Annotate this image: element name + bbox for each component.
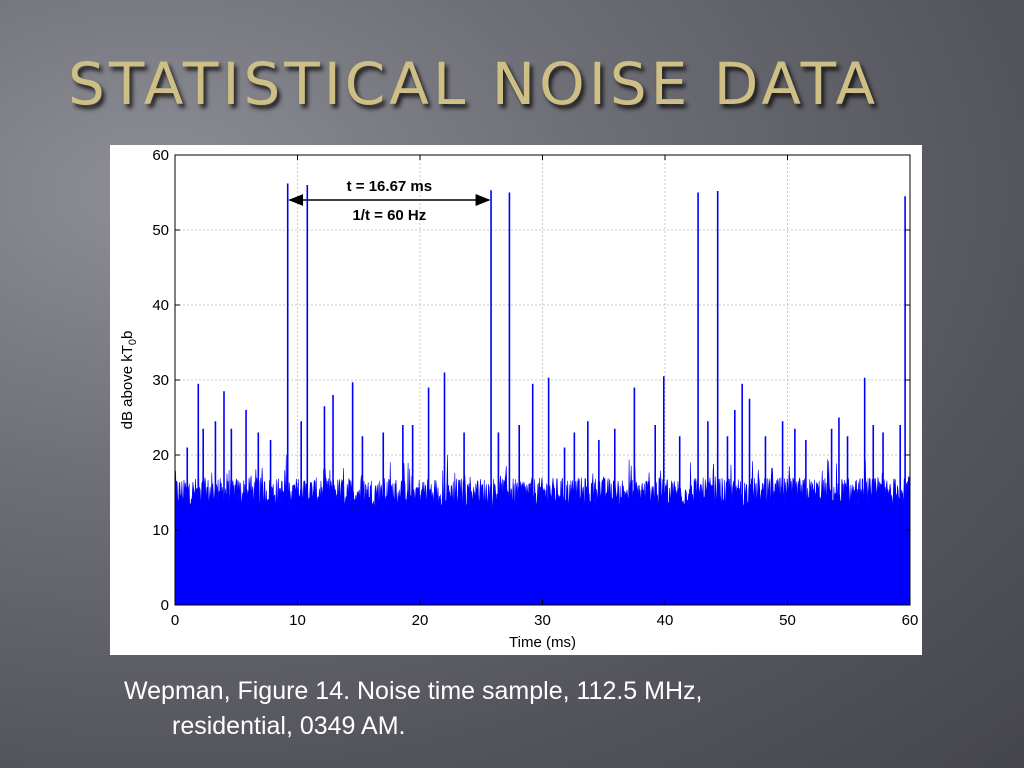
y-tick-label: 40 — [152, 297, 169, 314]
y-tick-label: 20 — [152, 447, 169, 464]
series-layer — [174, 183, 911, 606]
y-axis-label: dB above kT0b — [119, 331, 139, 430]
y-axis-label-subscript: 0 — [127, 339, 139, 345]
caption-line-2: residential, 0349 AM. — [172, 712, 406, 740]
y-tick-label: 60 — [152, 147, 169, 164]
figure-caption: Wepman, Figure 14. Noise time sample, 11… — [124, 674, 984, 744]
noise-chart: 0 10 20 30 40 50 60 0 10 20 30 40 50 60 t = 16.67 ms … — [110, 145, 922, 655]
y-tick-label: 50 — [152, 222, 169, 239]
y-tick-label: 10 — [152, 522, 169, 539]
x-tick-label: 50 — [779, 612, 796, 629]
x-tick-label: 10 — [289, 612, 306, 629]
y-axis-label-main: dB above kT — [119, 345, 136, 429]
x-tick-label: 30 — [534, 612, 551, 629]
slide-title: STATISTICAL NOISE DATA — [68, 50, 880, 118]
x-tick-label: 60 — [902, 612, 919, 629]
y-tick-label: 30 — [152, 372, 169, 389]
y-axis-label-tail: b — [119, 331, 136, 339]
y-tick-label: 0 — [161, 597, 169, 614]
annotation-period: t = 16.67 ms — [347, 178, 432, 195]
tick-layer: 0 10 20 30 40 50 60 0 10 20 30 40 50 60 — [152, 147, 918, 629]
chart-svg: 0 10 20 30 40 50 60 0 10 20 30 40 50 60 t = 16.67 ms … — [110, 145, 922, 655]
annotation-layer: t = 16.67 ms 1/t = 60 Hz — [288, 178, 491, 224]
caption-line-1: Wepman, Figure 14. Noise time sample, 11… — [124, 677, 703, 705]
x-tick-label: 20 — [412, 612, 429, 629]
x-tick-label: 40 — [657, 612, 674, 629]
annotation-frequency: 1/t = 60 Hz — [352, 207, 426, 224]
x-axis-label: Time (ms) — [509, 634, 576, 651]
x-tick-label: 0 — [171, 612, 179, 629]
noise-floor-area — [174, 454, 911, 606]
